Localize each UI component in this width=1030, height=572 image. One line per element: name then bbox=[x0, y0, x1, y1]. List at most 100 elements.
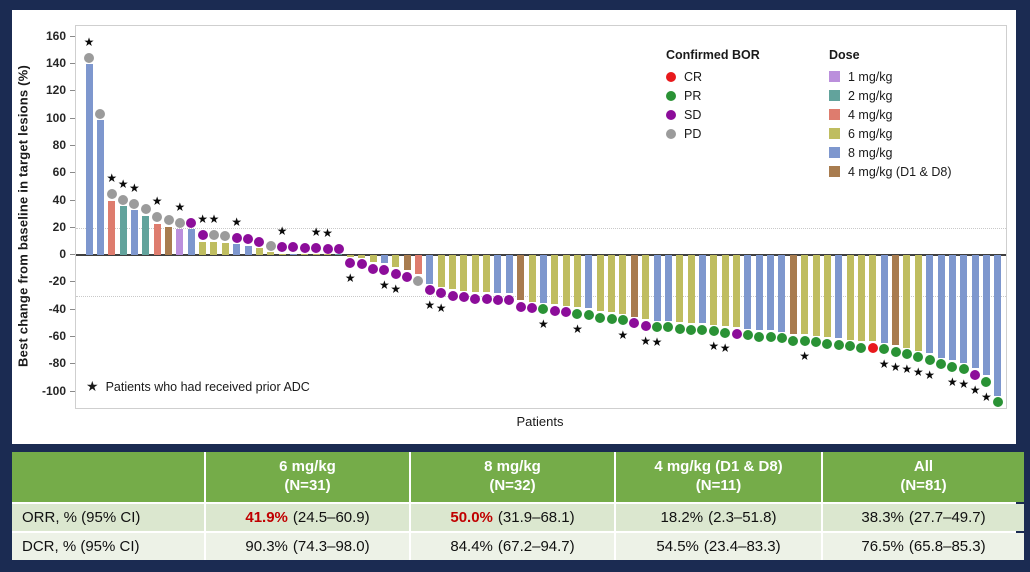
y-tick-label: 0 bbox=[59, 247, 66, 262]
bor-dot bbox=[186, 217, 197, 228]
patient-bar bbox=[926, 255, 934, 354]
prior-adc-footnote-text: Patients who had received prior ADC bbox=[105, 379, 310, 394]
prior-adc-star: ★ bbox=[969, 382, 981, 397]
patient-bar bbox=[278, 253, 286, 256]
legend-item-label: 1 mg/kg bbox=[848, 69, 893, 84]
dcr-cell-all: 76.5% (65.8–85.3) bbox=[823, 533, 1024, 560]
bor-dot bbox=[436, 288, 447, 299]
patient-bar bbox=[471, 255, 479, 293]
prior-adc-star: ★ bbox=[197, 212, 208, 227]
patient-bar bbox=[630, 255, 638, 317]
y-tick-mark bbox=[70, 90, 75, 92]
patient-bar bbox=[755, 255, 763, 331]
bor-dot bbox=[129, 198, 140, 209]
bor-dot bbox=[765, 331, 776, 342]
y-tick-mark bbox=[70, 145, 75, 147]
patient-bar bbox=[608, 255, 616, 313]
y-tick-mark bbox=[70, 226, 75, 228]
waterfall-chart-card: Best change from baseline in target lesi… bbox=[12, 10, 1016, 444]
patient-bar bbox=[687, 255, 695, 324]
patient-bar bbox=[460, 255, 468, 291]
bor-dot bbox=[470, 293, 481, 304]
legend-item-cr: CR bbox=[666, 67, 760, 86]
y-tick-label: -80 bbox=[48, 356, 66, 371]
prior-adc-star: ★ bbox=[958, 377, 970, 392]
y-tick-label: -100 bbox=[41, 383, 66, 398]
patient-bar bbox=[335, 254, 343, 256]
bor-dot bbox=[890, 346, 901, 357]
bor-dot bbox=[390, 268, 401, 279]
bor-dot bbox=[152, 212, 163, 223]
bor-dot bbox=[527, 303, 538, 314]
dcr-row-label: DCR, % (95% CI) bbox=[12, 533, 204, 560]
bor-dot bbox=[504, 294, 515, 305]
y-tick-label: -20 bbox=[48, 274, 66, 289]
dcr-cell-4mgkg-d1d8: 54.5% (23.4–83.3) bbox=[616, 533, 821, 560]
legend-dose-title: Dose bbox=[829, 48, 860, 62]
prior-adc-star: ★ bbox=[719, 340, 731, 355]
prior-adc-star: ★ bbox=[538, 317, 549, 332]
bor-swatch-icon bbox=[666, 90, 676, 101]
bor-dot bbox=[561, 307, 572, 318]
patient-bar bbox=[551, 255, 559, 305]
patient-bar bbox=[846, 255, 854, 340]
prior-adc-star: ★ bbox=[651, 335, 663, 350]
bor-dot bbox=[572, 308, 583, 319]
patient-bar bbox=[289, 253, 297, 256]
patient-bar bbox=[982, 255, 990, 376]
prior-adc-star: ★ bbox=[435, 301, 447, 316]
prior-adc-footnote: ★ Patients who had received prior ADC bbox=[86, 378, 310, 395]
y-tick-mark bbox=[70, 308, 75, 310]
prior-adc-star: ★ bbox=[310, 225, 322, 240]
bor-dot bbox=[913, 352, 924, 363]
bor-dot bbox=[118, 194, 129, 205]
patient-bar bbox=[324, 254, 332, 256]
legend-item-label: PD bbox=[684, 126, 702, 141]
patient-bar bbox=[812, 255, 820, 336]
legend-item-label: SD bbox=[684, 107, 702, 122]
bor-dot bbox=[413, 275, 424, 286]
bor-dot bbox=[686, 324, 697, 335]
patient-bar bbox=[857, 255, 865, 342]
patient-bar bbox=[494, 255, 502, 294]
patient-bar bbox=[539, 255, 547, 303]
patient-bar bbox=[267, 252, 275, 256]
patient-bar bbox=[392, 255, 400, 268]
patient-bar bbox=[880, 255, 888, 343]
patient-bar bbox=[108, 200, 116, 256]
bor-dot bbox=[356, 259, 367, 270]
patient-bar bbox=[358, 255, 366, 258]
bor-dot bbox=[243, 234, 254, 245]
bor-dot bbox=[163, 215, 174, 226]
patient-bar bbox=[210, 241, 218, 256]
bor-dot bbox=[674, 323, 685, 334]
patient-bar bbox=[801, 255, 809, 335]
bor-dot bbox=[379, 264, 390, 275]
y-tick-label: 140 bbox=[45, 56, 66, 71]
prior-adc-star: ★ bbox=[208, 212, 220, 227]
bor-dot bbox=[311, 243, 322, 254]
bor-dot bbox=[742, 330, 753, 341]
patient-bar bbox=[403, 255, 411, 271]
patient-bar bbox=[698, 255, 706, 324]
bor-dot bbox=[106, 189, 117, 200]
legend-item-2-mg-kg: 2 mg/kg bbox=[829, 86, 952, 105]
bor-dot bbox=[583, 309, 594, 320]
patient-bar bbox=[585, 255, 593, 309]
prior-adc-star: ★ bbox=[640, 333, 651, 348]
bor-dot bbox=[492, 294, 503, 305]
patient-bar bbox=[573, 255, 581, 308]
patient-bar bbox=[676, 255, 684, 323]
legend-bor-title: Confirmed BOR bbox=[666, 48, 760, 62]
bor-dot bbox=[720, 327, 731, 338]
bor-dot bbox=[277, 242, 288, 253]
bor-dot bbox=[197, 230, 208, 241]
waterfall-plot-area: Confirmed BOR CR PR SD PD Dose 1 mg/kg 2 mg/… bbox=[75, 25, 1007, 409]
prior-adc-star: ★ bbox=[117, 176, 129, 191]
patient-bar bbox=[892, 255, 900, 346]
patient-bar bbox=[505, 255, 513, 294]
bor-dot bbox=[822, 338, 833, 349]
patient-bar bbox=[721, 255, 729, 327]
bor-dot bbox=[697, 324, 708, 335]
patient-bar bbox=[255, 248, 263, 256]
